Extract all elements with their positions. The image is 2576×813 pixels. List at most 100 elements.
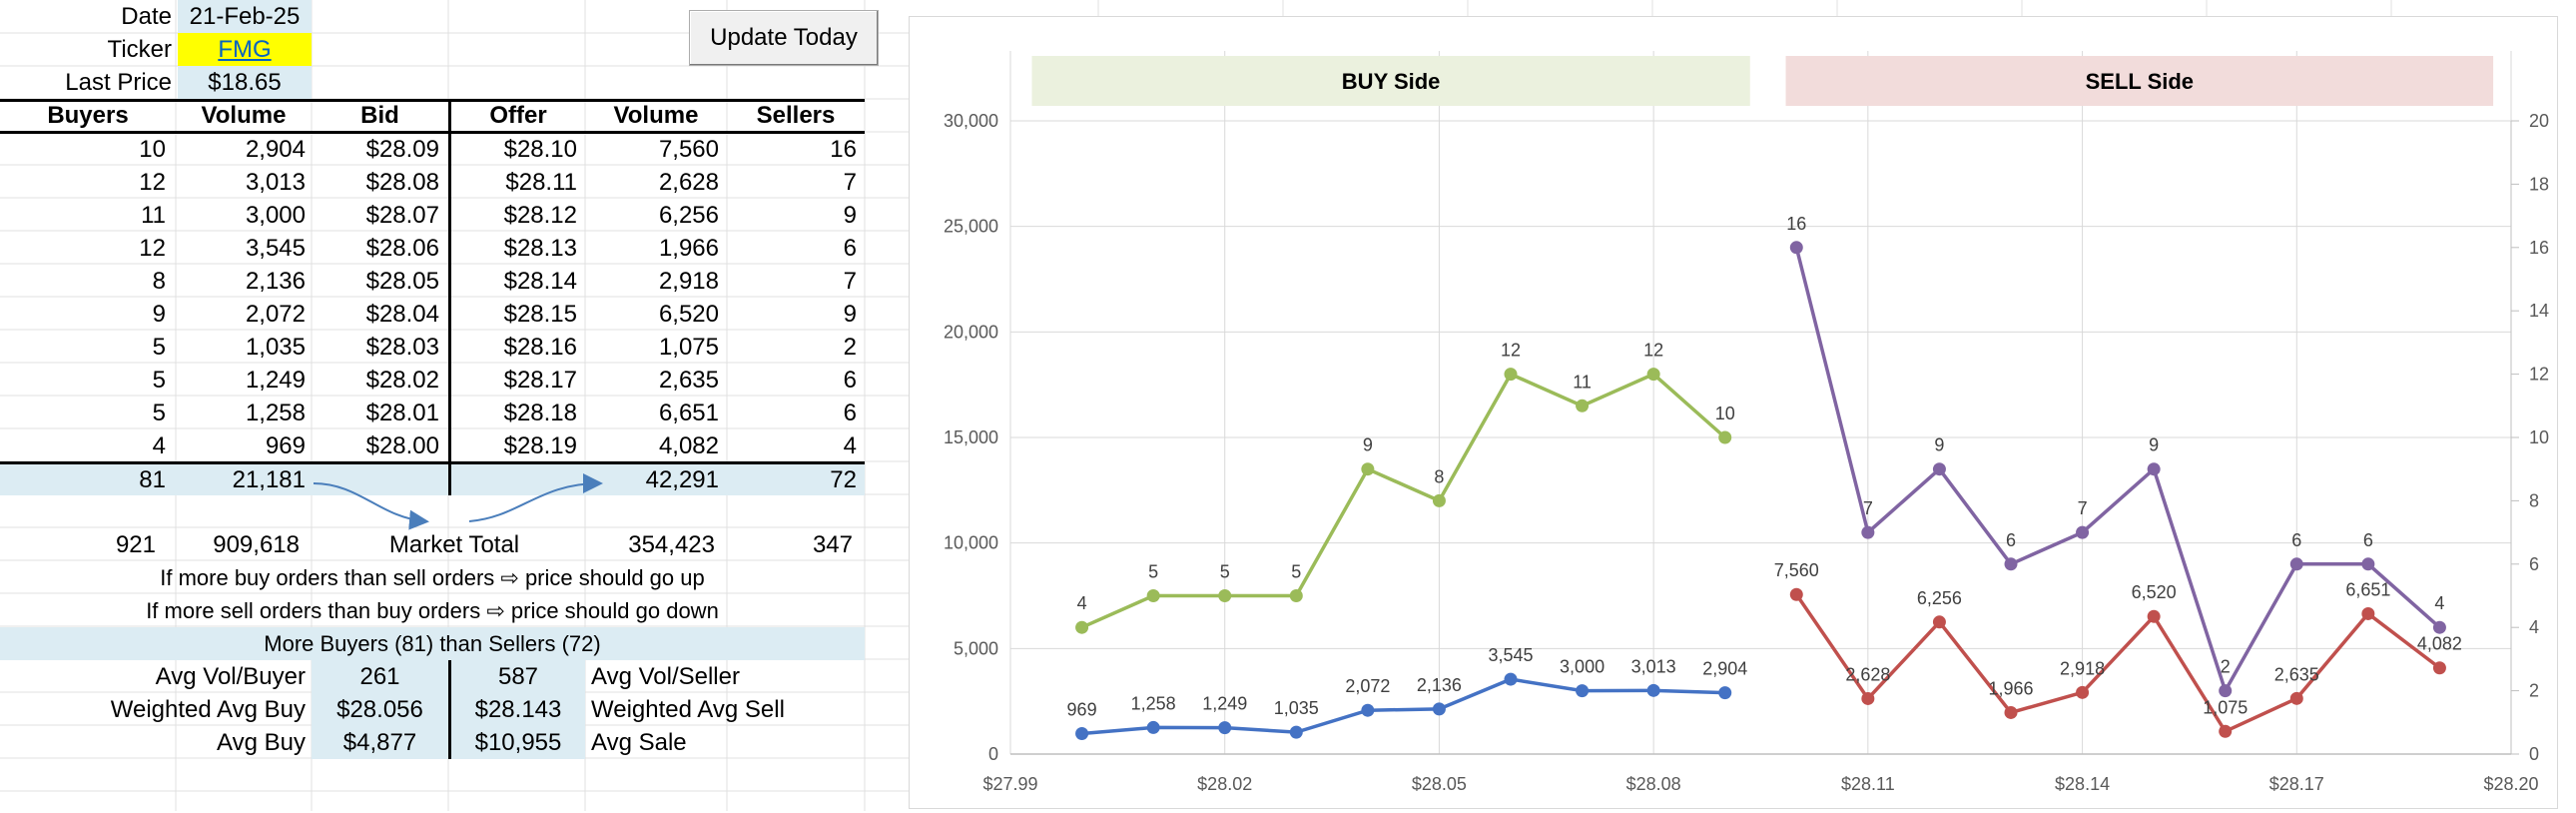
data-point-buy-volume[interactable] <box>1289 725 1303 739</box>
data-point-buy-count[interactable] <box>1646 368 1660 382</box>
stat-left-label: Avg Buy <box>217 729 306 756</box>
y-left-tick-label: 30,000 <box>944 111 998 131</box>
table-cell-buy-volume: 1,249 <box>245 367 306 394</box>
ticker-label: Ticker <box>107 36 172 63</box>
data-point-buy-volume[interactable] <box>1504 672 1518 686</box>
data-point-buy-volume[interactable] <box>1718 686 1732 700</box>
data-point-sell-volume[interactable] <box>1789 587 1803 601</box>
sell-side-band-label: SELL Side <box>2086 69 2194 94</box>
stat-right-label: Weighted Avg Sell <box>591 696 785 723</box>
table-cell-offer: $28.18 <box>503 400 577 426</box>
data-label-sell-volume: 7,560 <box>1774 560 1819 580</box>
y-right-tick-label: 14 <box>2529 301 2549 321</box>
table-cell-bid: $28.01 <box>365 400 439 426</box>
table-cell-sellers: 7 <box>843 169 857 196</box>
data-label-sell-volume: 1,966 <box>1988 678 2033 698</box>
data-point-buy-count[interactable] <box>1432 493 1446 507</box>
data-point-sell-count[interactable] <box>2219 684 2233 698</box>
table-body-bottom-line <box>0 461 865 464</box>
data-point-sell-volume[interactable] <box>2219 724 2233 738</box>
data-point-sell-count[interactable] <box>1932 462 1946 476</box>
table-cell-buy-volume: 3,000 <box>245 202 306 229</box>
y-left-tick-label: 25,000 <box>944 217 998 237</box>
last-price-value[interactable]: $18.65 <box>178 66 312 99</box>
date-value[interactable]: 21-Feb-25 <box>178 0 312 33</box>
col-header-buy-volume: Volume <box>201 102 287 129</box>
data-point-buy-volume[interactable] <box>1646 683 1660 697</box>
table-cell-bid: $28.00 <box>365 432 439 459</box>
stat-right-value: $28.143 <box>451 693 585 726</box>
table-cell-sell-volume: 7,560 <box>658 136 719 163</box>
data-point-sell-count[interactable] <box>1861 525 1875 539</box>
sell-side-band <box>1785 56 2494 106</box>
series-line-buy-volume <box>1081 677 1725 736</box>
ticker-link[interactable]: FMG <box>218 36 272 63</box>
x-tick-label: $28.17 <box>2269 774 2324 794</box>
x-tick-label: $28.14 <box>2055 774 2110 794</box>
data-point-sell-volume[interactable] <box>1932 615 1946 629</box>
update-today-button[interactable]: Update Today <box>689 10 879 66</box>
data-point-buy-volume[interactable] <box>1576 684 1590 698</box>
data-point-sell-volume[interactable] <box>2432 661 2446 675</box>
data-point-sell-volume[interactable] <box>2004 705 2018 719</box>
table-cell-sell-volume: 2,635 <box>658 367 719 394</box>
data-point-buy-volume[interactable] <box>1075 727 1089 741</box>
total-buyers: 81 <box>139 466 166 493</box>
data-label-buy-volume: 2,072 <box>1345 676 1390 696</box>
data-point-sell-volume[interactable] <box>2361 606 2375 620</box>
stat-left-value: $28.056 <box>312 693 448 726</box>
data-label-buy-volume: 3,000 <box>1560 657 1605 677</box>
data-point-buy-count[interactable] <box>1218 589 1232 602</box>
ticker-value-cell[interactable]: FMG <box>178 33 312 66</box>
data-point-sell-count[interactable] <box>2432 620 2446 634</box>
stat-right-value: $10,955 <box>451 726 585 759</box>
data-point-buy-count[interactable] <box>1289 589 1303 602</box>
table-cell-sellers: 9 <box>843 202 857 229</box>
series-line-sell-count <box>1794 247 2441 695</box>
table-cell-sell-volume: 2,628 <box>658 169 719 196</box>
col-header-buyers: Buyers <box>47 102 129 129</box>
data-label-buy-count: 8 <box>1434 466 1444 486</box>
table-cell-sell-volume: 1,075 <box>658 334 719 361</box>
table-cell-offer: $28.13 <box>503 235 577 262</box>
data-label-buy-count: 11 <box>1573 372 1592 392</box>
table-cell-bid: $28.06 <box>365 235 439 262</box>
data-point-sell-count[interactable] <box>2076 525 2090 539</box>
data-point-buy-volume[interactable] <box>1432 702 1446 716</box>
data-point-sell-volume[interactable] <box>1861 691 1875 705</box>
data-point-sell-count[interactable] <box>2004 557 2018 571</box>
table-cell-buyers: 9 <box>152 301 166 328</box>
data-point-buy-count[interactable] <box>1576 399 1590 412</box>
data-point-buy-volume[interactable] <box>1361 703 1375 717</box>
data-point-sell-count[interactable] <box>2147 462 2161 476</box>
data-point-sell-volume[interactable] <box>2289 691 2303 705</box>
data-point-buy-volume[interactable] <box>1218 721 1232 735</box>
table-cell-offer: $28.11 <box>505 169 577 196</box>
data-point-sell-volume[interactable] <box>2076 685 2090 699</box>
data-label-buy-volume: 1,258 <box>1131 693 1176 713</box>
data-point-buy-count[interactable] <box>1075 620 1089 634</box>
data-label-sell-volume: 1,075 <box>2203 697 2248 717</box>
data-point-sell-count[interactable] <box>2289 557 2303 571</box>
table-cell-offer: $28.12 <box>503 202 577 229</box>
table-cell-buyers: 5 <box>152 400 166 426</box>
data-point-buy-count[interactable] <box>1146 589 1160 602</box>
data-point-sell-volume[interactable] <box>2147 609 2161 623</box>
data-point-sell-count[interactable] <box>2361 557 2375 571</box>
total-buy-volume: 21,181 <box>232 466 306 493</box>
data-point-buy-count[interactable] <box>1718 430 1732 444</box>
data-point-buy-count[interactable] <box>1361 462 1375 476</box>
stat-right-label: Avg Vol/Seller <box>591 663 740 690</box>
data-point-buy-count[interactable] <box>1504 368 1518 382</box>
table-cell-offer: $28.17 <box>503 367 577 394</box>
table-cell-offer: $28.10 <box>503 136 577 163</box>
data-label-sell-volume: 4,082 <box>2417 634 2462 654</box>
col-header-offer: Offer <box>489 102 547 129</box>
buy-side-band <box>1031 56 1750 106</box>
data-label-buy-count: 5 <box>1220 562 1230 582</box>
total-sellers: 72 <box>830 466 857 493</box>
data-point-sell-count[interactable] <box>1789 241 1803 255</box>
table-cell-sellers: 7 <box>843 268 857 295</box>
data-point-buy-volume[interactable] <box>1146 720 1160 734</box>
data-label-sell-volume: 2,635 <box>2274 664 2319 684</box>
